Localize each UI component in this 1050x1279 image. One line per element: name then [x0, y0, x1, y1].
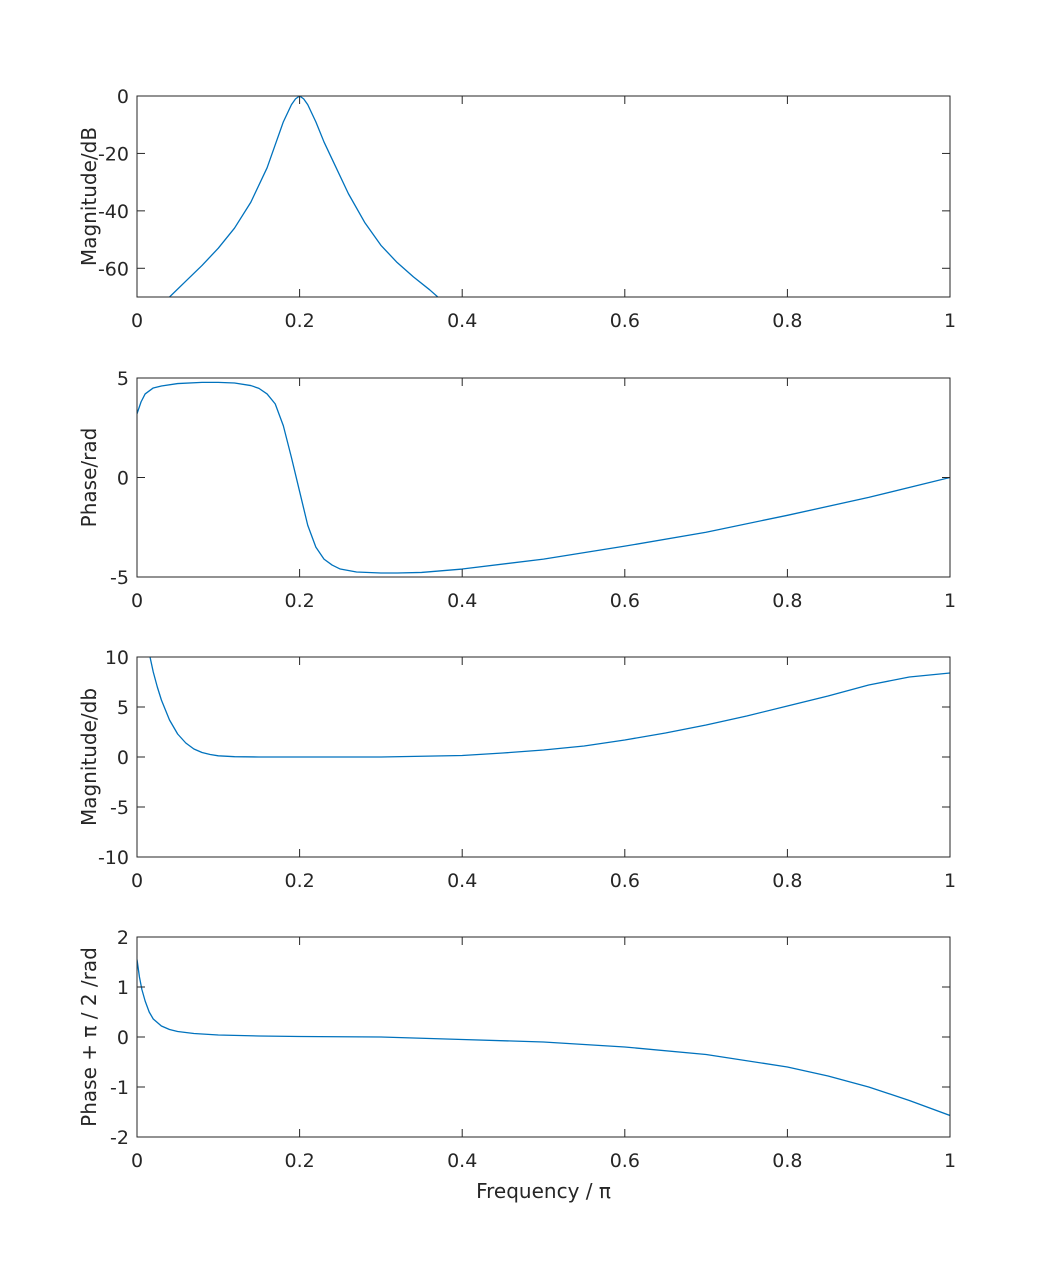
y-tick-label: -5 — [110, 567, 129, 589]
y-tick-label: -20 — [98, 143, 129, 165]
x-tick-label: 1 — [944, 310, 956, 332]
y-tick-label: -2 — [110, 1127, 129, 1149]
y-axis-label: Magnitude/dB — [77, 127, 101, 266]
y-axis-label: Phase + π / 2 /rad — [77, 947, 101, 1127]
x-tick-label: 0 — [131, 1150, 143, 1172]
x-tick-label: 0.8 — [772, 310, 802, 332]
x-tick-label: 1 — [944, 590, 956, 612]
y-tick-label: -60 — [98, 258, 129, 280]
x-tick-label: 0 — [131, 310, 143, 332]
x-tick-label: 0 — [131, 870, 143, 892]
x-tick-label: 0.6 — [610, 310, 640, 332]
x-tick-label: 0.4 — [447, 1150, 477, 1172]
x-tick-label: 0.6 — [610, 870, 640, 892]
x-tick-label: 0 — [131, 590, 143, 612]
y-tick-label: 5 — [117, 697, 129, 719]
x-tick-label: 0.8 — [772, 590, 802, 612]
y-tick-label: -1 — [110, 1077, 129, 1099]
x-tick-label: 0.8 — [772, 870, 802, 892]
y-tick-label: 0 — [117, 1027, 129, 1049]
x-tick-label: 0.2 — [284, 310, 314, 332]
x-tick-label: 1 — [944, 870, 956, 892]
x-tick-label: 1 — [944, 1150, 956, 1172]
x-tick-label: 0.4 — [447, 870, 477, 892]
x-tick-label: 0.8 — [772, 1150, 802, 1172]
subplot-3: 0 0.2 0.4 0.6 0.8 1 10 5 0 -5 -10 Magnitude/db — [77, 647, 956, 892]
y-tick-label: -40 — [98, 201, 129, 223]
x-tick-label: 0.6 — [610, 1150, 640, 1172]
y-tick-label: 0 — [117, 747, 129, 769]
y-tick-label: -10 — [98, 847, 129, 869]
y-axis-label: Phase/rad — [77, 428, 101, 528]
x-tick-label: 0.4 — [447, 590, 477, 612]
series-line-phase — [137, 381, 950, 574]
y-axis-label: Magnitude/db — [77, 688, 101, 826]
series-line-magnitude — [149, 657, 950, 758]
x-axis-label: Frequency / π — [476, 1179, 611, 1203]
y-tick-label: -5 — [110, 797, 129, 819]
axes-frame — [136, 377, 951, 578]
axes-frame — [136, 936, 951, 1138]
x-tick-label: 0.2 — [284, 870, 314, 892]
x-tick-label: 0.2 — [284, 1150, 314, 1172]
y-tick-label: 2 — [117, 927, 129, 949]
series-line-phase — [137, 959, 950, 1117]
y-tick-label: 0 — [117, 86, 129, 108]
axes-frame — [136, 95, 951, 298]
y-tick-label: 0 — [117, 468, 129, 490]
subplot-4: 0 0.2 0.4 0.6 0.8 1 2 1 0 -1 -2 Phase + π / 2 /rad F… — [77, 927, 956, 1203]
series-line-magnitude — [169, 96, 439, 297]
x-tick-label: 0.2 — [284, 590, 314, 612]
y-tick-label: 10 — [105, 647, 129, 669]
x-tick-label: 0.4 — [447, 310, 477, 332]
x-tick-label: 0.6 — [610, 590, 640, 612]
y-tick-label: 1 — [117, 977, 129, 999]
y-tick-label: 5 — [117, 368, 129, 390]
